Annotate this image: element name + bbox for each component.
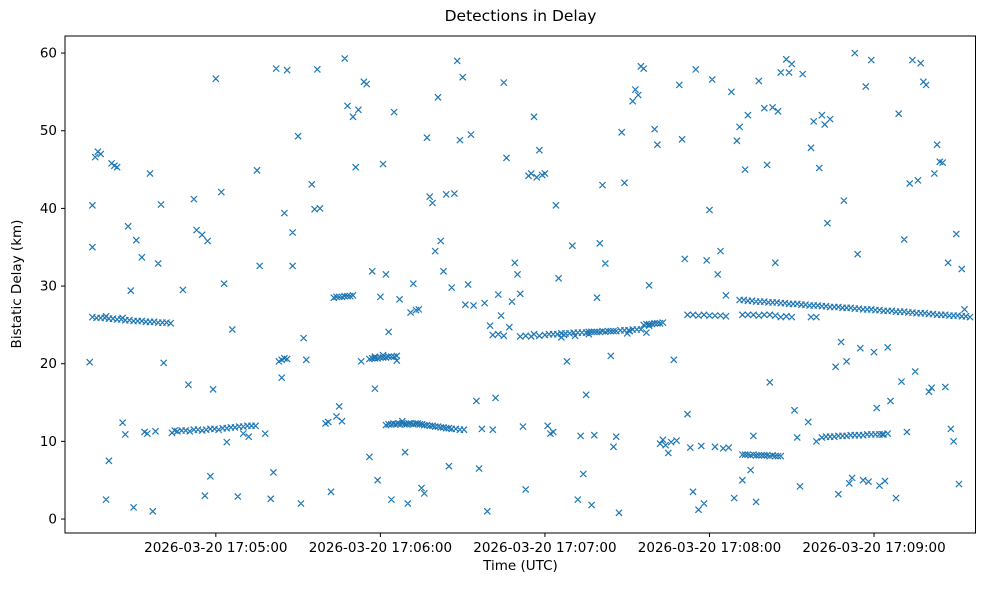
y-tick-label: 50 [40, 123, 57, 139]
x-tick-label: 2026-03-20 17:06:00 [309, 540, 452, 556]
plot-frame [64, 35, 976, 534]
scatter-series [86, 49, 974, 517]
y-axis-ticks: 0 10 20 30 40 50 60 [40, 46, 65, 528]
y-tick-label: 60 [40, 46, 57, 62]
x-axis-label: Time (UTC) [483, 558, 558, 574]
y-tick-label: 20 [40, 356, 57, 372]
x-axis-ticks: 2026-03-20 17:05:00 2026-03-20 17:06:00 20… [144, 533, 946, 556]
x-tick-label: 2026-03-20 17:08:00 [638, 540, 781, 556]
x-tick-label: 2026-03-20 17:05:00 [144, 540, 287, 556]
chart-title: Detections in Delay [444, 7, 597, 25]
y-tick-label: 0 [48, 512, 57, 528]
x-tick-label: 2026-03-20 17:07:00 [473, 540, 616, 556]
y-tick-label: 30 [40, 279, 57, 295]
y-tick-label: 40 [40, 201, 57, 217]
y-tick-label: 10 [40, 434, 57, 450]
x-tick-label: 2026-03-20 17:09:00 [802, 540, 945, 556]
